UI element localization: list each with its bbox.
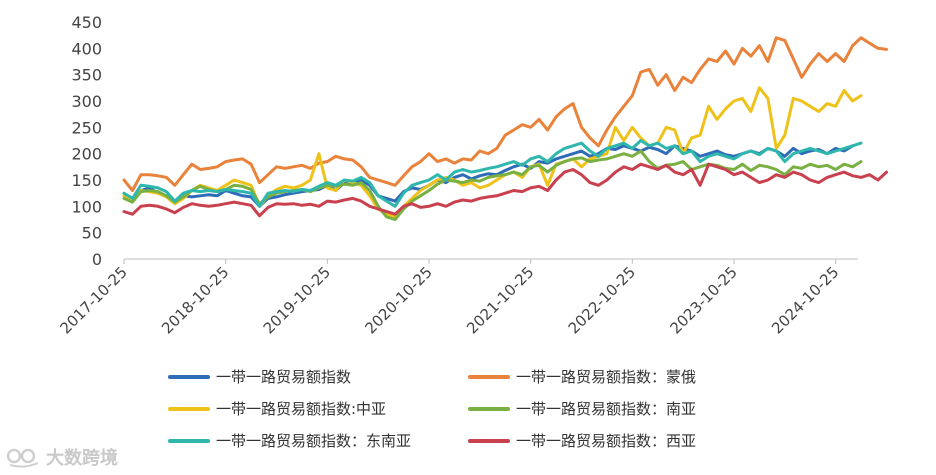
y-tick-label: 350 <box>71 66 102 85</box>
legend-item-mongolia-russia: 一带一路贸易额指数：蒙俄 <box>468 366 696 387</box>
legend-label: 一带一路贸易额指数：南亚 <box>516 400 697 418</box>
legend-swatch <box>168 438 210 443</box>
legend-swatch <box>468 438 510 443</box>
watermark-text: 大数跨境 <box>46 448 118 469</box>
y-tick-label: 400 <box>71 39 102 58</box>
series-line-3 <box>122 149 863 221</box>
series-line-5 <box>122 162 888 218</box>
x-axis: 2017-10-25 2018-10-25 2019-10-25 2020-10-25… <box>56 258 858 337</box>
legend-item-west-asia: 一带一路贸易额指数：西亚 <box>468 430 696 451</box>
brand-logo-icon <box>6 448 39 468</box>
series-lines <box>122 36 888 221</box>
legend-item-south-asia: 一带一路贸易额指数：南亚 <box>468 398 696 419</box>
y-tick-label: 300 <box>71 92 102 111</box>
y-tick-label: 450 <box>71 13 102 32</box>
legend-label: 一带一路贸易额指数：西亚 <box>516 432 697 450</box>
legend-swatch <box>468 406 510 411</box>
y-tick-label: 150 <box>71 171 102 190</box>
legend-label: 一带一路贸易额指数：东南亚 <box>216 432 412 450</box>
x-tick-label: 2017-10-25 <box>56 263 130 337</box>
x-tick-label: 2024-10-25 <box>768 263 842 337</box>
x-tick-label: 2022-10-25 <box>565 263 639 337</box>
legend-label: 一带一路贸易额指数:中亚 <box>216 400 387 418</box>
series-line-0 <box>122 144 855 208</box>
series-line-1 <box>122 36 888 192</box>
y-axis: 0 50 100 150 200 250 300 350 400 450 <box>71 13 102 269</box>
series-line-4 <box>122 139 863 208</box>
x-tick-label: 2018-10-25 <box>158 263 232 337</box>
legend-item-total: 一带一路贸易额指数 <box>168 366 351 387</box>
y-tick-label: 50 <box>82 224 102 243</box>
y-tick-label: 250 <box>71 118 102 137</box>
y-tick-label: 0 <box>92 250 102 269</box>
x-tick-label: 2020-10-25 <box>361 263 435 337</box>
x-tick-label: 2019-10-25 <box>260 263 334 337</box>
legend-swatch <box>168 374 210 379</box>
legend-label: 一带一路贸易额指数：蒙俄 <box>516 368 697 386</box>
series-line-2 <box>122 86 863 219</box>
x-tick-label: 2023-10-25 <box>666 263 740 337</box>
legend-item-central-asia: 一带一路贸易额指数:中亚 <box>168 398 386 419</box>
legend-item-southeast-asia: 一带一路贸易额指数：东南亚 <box>168 430 411 451</box>
y-tick-label: 100 <box>71 197 102 216</box>
y-tick-label: 200 <box>71 145 102 164</box>
x-tick-label: 2021-10-25 <box>463 263 537 337</box>
legend-swatch <box>168 406 210 411</box>
watermark: 大数跨境 <box>6 444 118 470</box>
legend-label: 一带一路贸易额指数 <box>216 368 352 386</box>
legend-swatch <box>468 374 510 379</box>
